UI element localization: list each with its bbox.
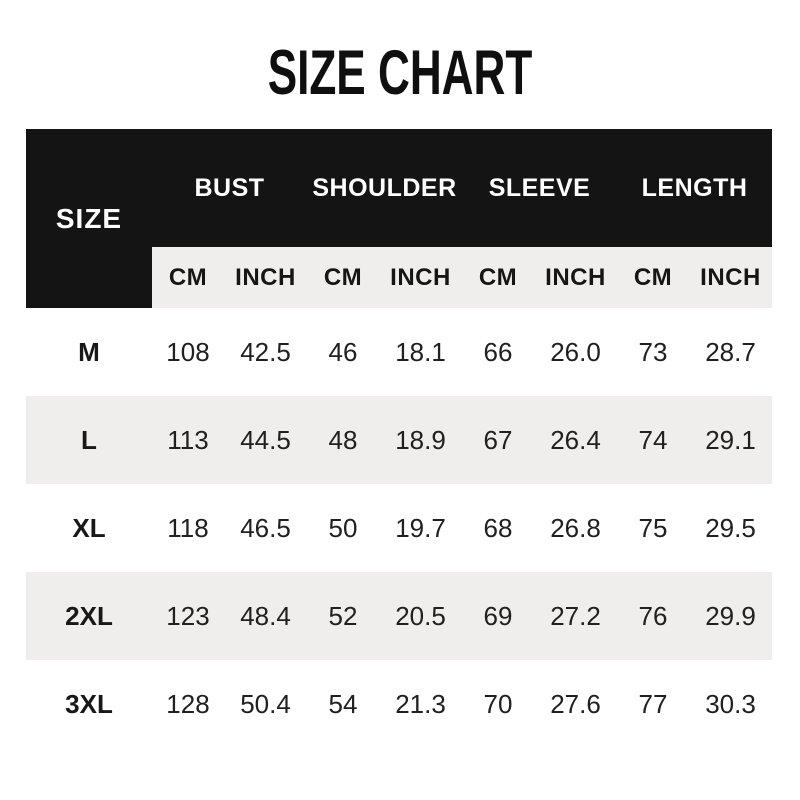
cell-l-shoulder-inch: 18.9	[379, 396, 463, 484]
cell-m-sleeve-cm: 66	[483, 336, 513, 367]
cell-2xl-bust-cm: 123	[152, 572, 224, 660]
cell-m-length-cm: 73	[638, 336, 668, 367]
cell-2xl-bust-inch: 48.4	[224, 572, 307, 660]
cell-m-bust-cm: 108	[166, 336, 210, 367]
table-row-l: L 113 44.5 48 18.9 67 26.4 74 29.1	[26, 396, 773, 484]
unit-header-sleeve-cm: CM	[462, 247, 535, 308]
row-label-xl: XL	[72, 512, 106, 543]
cell-3xl-length-inch: 30.3	[705, 688, 756, 719]
cell-m-length-inch: 28.7	[705, 336, 756, 367]
group-header-row: SIZE BUST SHOULDER SLEEVE LENGTH	[26, 129, 773, 308]
unit-header-length-inch: INCH	[689, 247, 773, 308]
size-column-header: SIZE	[26, 129, 152, 308]
cell-3xl-shoulder-cm: 54	[328, 688, 358, 719]
unit-header-shoulder-inch: INCH	[379, 247, 463, 308]
cell-xl-bust-inch: 46.5	[240, 512, 291, 543]
unit-header-bust-cm: CM	[152, 247, 224, 308]
cell-l-bust-inch: 44.5	[224, 396, 307, 484]
row-label-l: L	[26, 396, 152, 484]
cell-xl-shoulder-inch: 19.7	[395, 512, 446, 543]
cell-2xl-sleeve-inch: 27.2	[534, 572, 618, 660]
cell-3xl-length-cm: 77	[638, 688, 668, 719]
unit-header-sleeve-inch: INCH	[534, 247, 618, 308]
cell-l-sleeve-cm: 67	[462, 396, 535, 484]
cell-l-shoulder-cm: 48	[307, 396, 379, 484]
cell-xl-sleeve-inch: 26.8	[550, 512, 601, 543]
unit-header-bust-inch: INCH	[224, 247, 307, 308]
cell-3xl-shoulder-inch: 21.3	[395, 688, 446, 719]
cell-xl-bust-cm: 118	[167, 512, 209, 543]
group-header-length: LENGTH	[617, 129, 773, 247]
row-label-3xl: 3XL	[65, 688, 113, 719]
cell-l-length-cm: 74	[617, 396, 690, 484]
table-row-3xl: 3XL 128 50.4 54 21.3 70 27.6 77 30.3	[26, 660, 772, 748]
cell-2xl-shoulder-inch: 20.5	[379, 572, 463, 660]
cell-3xl-sleeve-inch: 27.6	[550, 688, 601, 719]
cell-xl-length-cm: 75	[638, 512, 668, 543]
group-header-sleeve: SLEEVE	[462, 129, 618, 247]
group-header-shoulder: SHOULDER	[307, 129, 463, 247]
cell-2xl-shoulder-cm: 52	[307, 572, 379, 660]
row-label-m: M	[78, 336, 100, 367]
cell-2xl-sleeve-cm: 69	[462, 572, 535, 660]
table-row-2xl: 2XL 123 48.4 52 20.5 69 27.2 76 29.9	[26, 572, 773, 660]
row-label-2xl: 2XL	[26, 572, 152, 660]
page-title-text: SIZE CHART	[267, 38, 533, 108]
table-row-xl: XL 118 46.5 50 19.7 68 26.8 75 29.5	[26, 484, 772, 572]
cell-m-bust-inch: 42.5	[240, 336, 291, 367]
cell-xl-length-inch: 29.5	[705, 512, 756, 543]
cell-2xl-length-cm: 76	[617, 572, 690, 660]
cell-3xl-bust-cm: 128	[166, 688, 210, 719]
cell-xl-sleeve-cm: 68	[483, 512, 513, 543]
table-row-m: M 108 42.5 46 18.1 66 26.0 73 28.7	[26, 308, 772, 396]
group-header-bust: BUST	[152, 129, 307, 247]
cell-m-shoulder-cm: 46	[328, 336, 358, 367]
cell-l-sleeve-inch: 26.4	[534, 396, 618, 484]
unit-header-length-cm: CM	[617, 247, 690, 308]
cell-m-sleeve-inch: 26.0	[550, 336, 601, 367]
unit-header-shoulder-cm: CM	[307, 247, 379, 308]
cell-l-bust-cm: 113	[152, 396, 224, 484]
cell-2xl-length-inch: 29.9	[689, 572, 773, 660]
cell-3xl-sleeve-cm: 70	[483, 688, 513, 719]
page-title: SIZE CHART	[0, 42, 800, 105]
cell-3xl-bust-inch: 50.4	[240, 688, 291, 719]
size-table: SIZE BUST SHOULDER SLEEVE LENGTH CM INCH…	[26, 129, 773, 748]
cell-xl-shoulder-cm: 50	[328, 512, 358, 543]
cell-l-length-inch: 29.1	[689, 396, 773, 484]
unit-header-row: CM INCH CM INCH CM INCH CM INCH	[26, 247, 773, 308]
cell-m-shoulder-inch: 18.1	[395, 336, 446, 367]
